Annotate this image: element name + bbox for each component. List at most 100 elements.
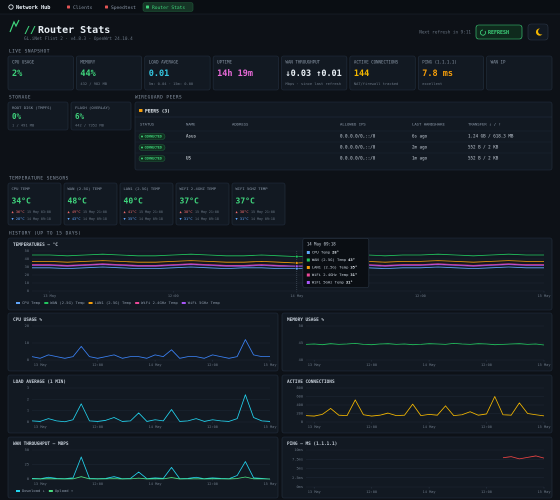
x-tick-label: 14 May — [149, 425, 163, 429]
y-tick-label: 200 — [297, 412, 304, 416]
tab-icon — [146, 5, 149, 9]
stat-sub: NAT/firewall tracked — [354, 82, 398, 86]
peers-title: PEERS (3) — [145, 109, 170, 115]
series-line — [32, 266, 544, 269]
chart-title: ACTIVE CONNECTIONS — [287, 379, 335, 385]
tooltip-swatch — [306, 251, 310, 254]
sensor-max: ▲ 36°C — [12, 210, 25, 214]
column-header: TRANSFER ↓ / ↑ — [468, 122, 501, 127]
nav-tab[interactable]: Clients — [73, 5, 93, 11]
stat-value: ↓0.03 ↑0.01 — [286, 69, 342, 79]
sensor-min-time: 14 May 09:18 — [83, 217, 107, 221]
status-text: CONNECTED — [145, 157, 162, 161]
x-tick-label: 12:00 — [207, 482, 218, 486]
tooltip-name: CPU Temp — [312, 250, 331, 255]
series-line — [305, 396, 545, 417]
x-tick-label: 14 May — [149, 363, 163, 367]
tooltip-name: WAN (2.5G) Temp — [312, 257, 347, 262]
x-tick-label: 15 May — [538, 425, 552, 429]
sensor-card — [119, 182, 174, 226]
status-pill — [138, 155, 166, 162]
stat-card — [76, 55, 143, 91]
tooltip-swatch — [306, 281, 310, 284]
x-tick-label: 12:00 — [481, 425, 492, 429]
series-line — [32, 253, 544, 257]
peer-cell: US — [186, 156, 192, 161]
stat-card — [349, 55, 416, 91]
tooltip-value: 35° — [350, 265, 357, 270]
tab-icon — [105, 5, 108, 9]
tooltip-name: LAN1 (2.5G) Temp — [312, 265, 349, 270]
nav-tab[interactable]: Router Stats — [152, 5, 185, 11]
sensor-max-time: 15 May 21:00 — [83, 210, 107, 214]
tooltip-swatch — [306, 258, 310, 262]
x-tick-label: 12:00 — [207, 363, 218, 367]
column-header: LAST HANDSHAKE — [412, 122, 445, 127]
hover-dot — [295, 255, 299, 259]
column-header: NAME — [186, 122, 196, 127]
sensor-min-time: 14 May 09:18 — [139, 217, 163, 221]
stat-value: 44% — [80, 69, 96, 79]
x-tick-label: 15 May — [538, 294, 552, 298]
refresh-button[interactable] — [475, 24, 523, 40]
lock-icon — [139, 109, 143, 112]
legend-swatch — [135, 302, 140, 304]
sensor-label: WIFI 2.4GHZ TEMP — [180, 186, 217, 191]
peer-cell: Asus — [186, 134, 197, 139]
series-line — [32, 263, 544, 267]
sensor-min: ▼ 28°C — [12, 217, 25, 221]
tooltip — [302, 238, 370, 288]
moon-icon — [535, 28, 543, 36]
section-label: STORAGE — [9, 95, 31, 101]
y-tick-label: 600 — [297, 395, 304, 399]
chart-panel — [281, 374, 553, 434]
y-tick-label: 5ms — [297, 467, 304, 471]
y-tick-label: 20 — [25, 324, 29, 328]
y-tick-label: 0ms — [297, 485, 304, 489]
stat-label: CPU USAGE — [12, 60, 35, 65]
x-tick-label: 12:00 — [168, 294, 179, 298]
sensor-min: ▼ 35°C — [124, 217, 137, 221]
legend-label: WAN (2.5G) Temp — [50, 300, 85, 305]
sensor-card — [231, 182, 286, 226]
stat-value: 2% — [12, 69, 23, 79]
sensor-min: ▼ 31°C — [180, 217, 193, 221]
storage-sub: 442 / 7352 MB — [75, 124, 105, 128]
x-tick-label: 14 May — [149, 482, 163, 486]
refresh-label: REFRESH — [488, 30, 509, 36]
section-label: TEMPERATURE SENSORS — [9, 176, 69, 182]
stat-sub: 5m: 0.04 · 15m: 0.00 — [149, 82, 193, 86]
sensor-value: 37°C — [180, 197, 199, 206]
y-tick-label: 10 — [25, 341, 29, 345]
legend-swatch — [181, 302, 186, 304]
stat-sub: excellent — [422, 82, 442, 86]
peer-cell: 0.0.0.0/0,::/0 — [340, 145, 376, 150]
nav-tab[interactable]: Speedtest — [111, 5, 136, 11]
stat-sub: 432 / 982 MB — [80, 82, 107, 86]
x-tick-label: 12:00 — [207, 425, 218, 429]
sensor-max-time: 15 May 21:00 — [139, 210, 163, 214]
sensor-max-time: 15 May 03:00 — [27, 210, 51, 214]
y-tick-label: 45 — [299, 341, 303, 345]
y-tick-label: 10ms — [294, 448, 303, 452]
x-tick-label: 12:00 — [366, 363, 377, 367]
x-tick-label: 15 May — [264, 482, 278, 486]
stat-card — [417, 55, 484, 91]
peer-cell: 1m ago — [412, 156, 428, 161]
section-label: HISTORY (UP TO 15 DAYS) — [9, 231, 81, 237]
y-tick-label: 50 — [25, 448, 29, 452]
tooltip-value: 43° — [348, 257, 355, 262]
stat-card — [7, 55, 74, 91]
tab-icon — [67, 5, 70, 9]
storage-value: 6% — [75, 112, 85, 121]
stat-label: WAN IP — [491, 60, 506, 65]
series-line — [31, 476, 271, 480]
y-tick-label: 50 — [25, 249, 29, 253]
page-subtitle: GL.iNet Flint 2 · v4.8.3 · OpenWrt 24.10… — [24, 36, 133, 42]
legend-label: WiFi 5GHz Temp — [188, 300, 221, 305]
status-dot — [141, 146, 143, 149]
series-line — [31, 456, 271, 480]
y-tick-label: 50 — [299, 324, 303, 328]
y-tick-label: 2.5ms — [292, 476, 303, 480]
